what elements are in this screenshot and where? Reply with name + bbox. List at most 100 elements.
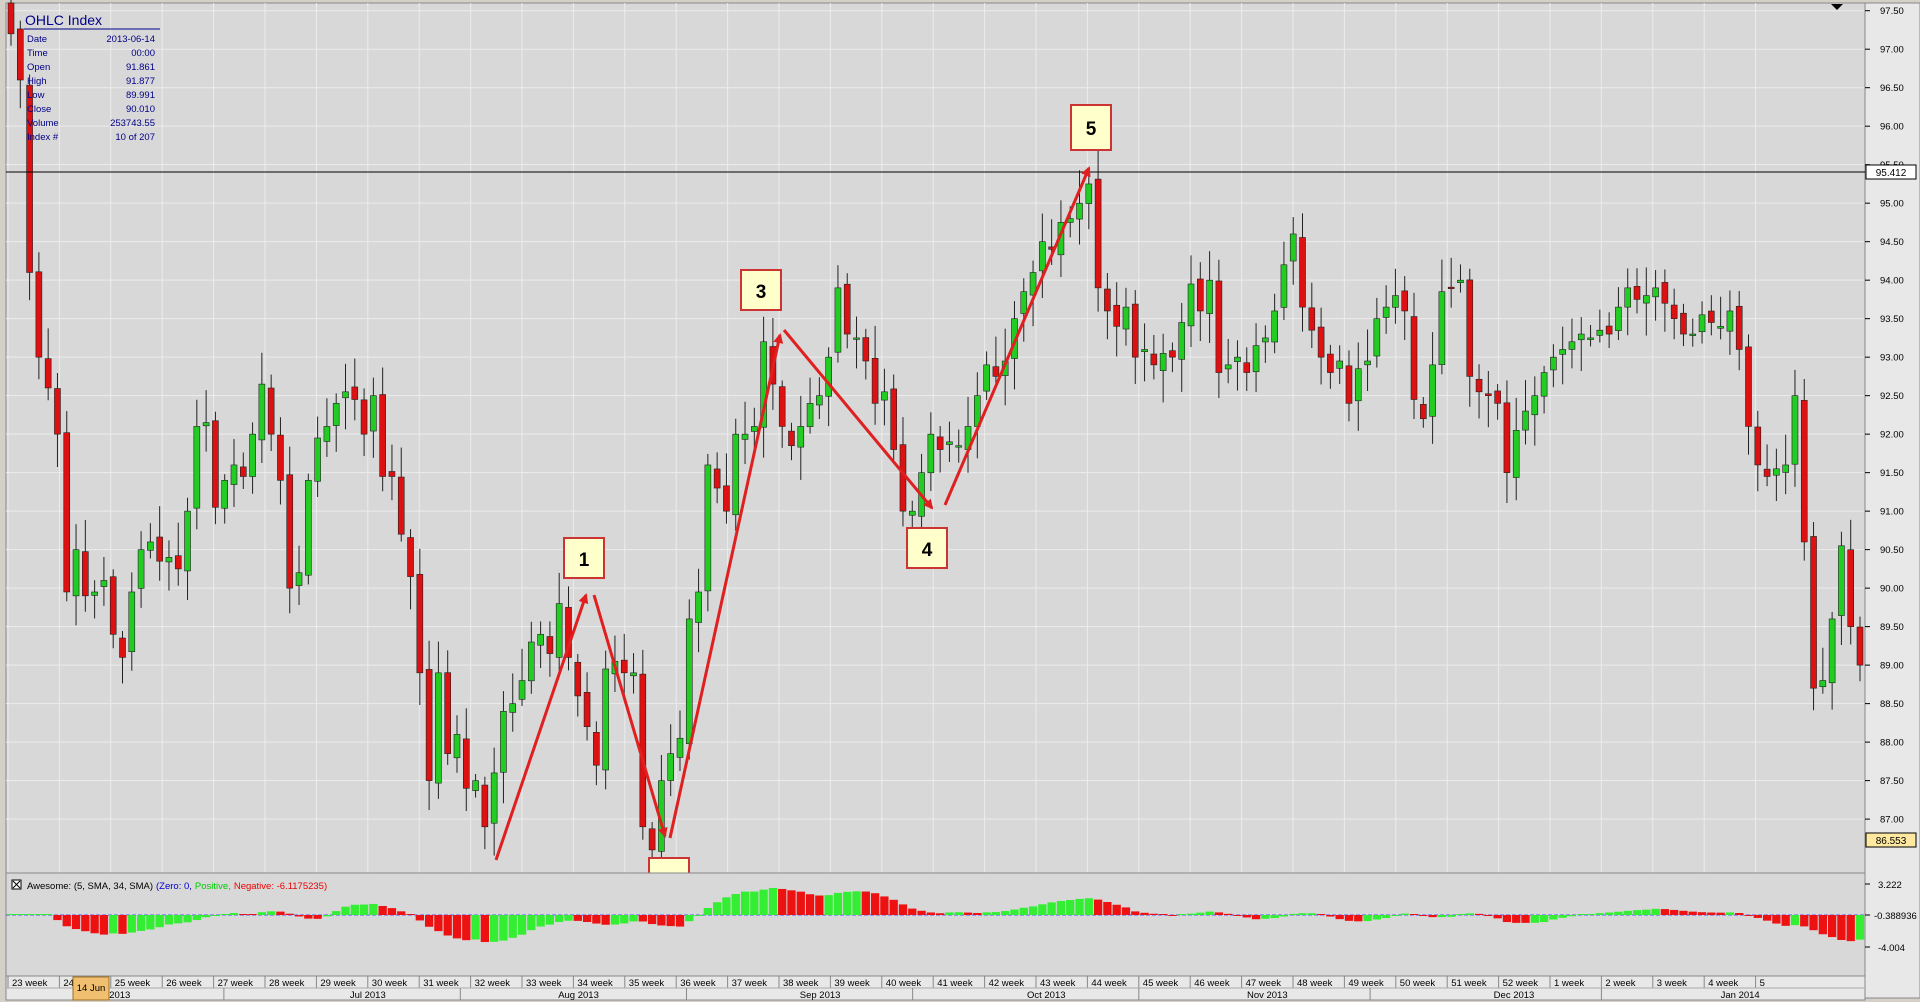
candle[interactable]: [1197, 262, 1204, 342]
candle[interactable]: [184, 497, 191, 600]
candle[interactable]: [1642, 267, 1650, 336]
candle[interactable]: [1587, 324, 1594, 347]
candle[interactable]: [1745, 334, 1752, 455]
candle[interactable]: [1206, 251, 1213, 343]
candle[interactable]: [1141, 323, 1148, 382]
candle[interactable]: [1336, 345, 1343, 385]
candle[interactable]: [1076, 170, 1083, 245]
candle[interactable]: [1392, 268, 1399, 324]
candle[interactable]: [1159, 333, 1167, 403]
candle[interactable]: [1856, 616, 1864, 682]
candle[interactable]: [109, 569, 117, 649]
candle[interactable]: [518, 648, 526, 706]
candle[interactable]: [760, 316, 767, 458]
candle[interactable]: [54, 373, 61, 468]
candle[interactable]: [1401, 276, 1409, 340]
candle[interactable]: [1262, 325, 1269, 363]
candle[interactable]: [416, 548, 424, 705]
candle[interactable]: [537, 621, 544, 668]
candle[interactable]: [425, 640, 433, 810]
candle[interactable]: [862, 328, 870, 380]
candle[interactable]: [35, 252, 43, 380]
candle[interactable]: [1726, 290, 1734, 355]
candle[interactable]: [1039, 213, 1046, 299]
candle[interactable]: [193, 399, 201, 530]
candle[interactable]: [1289, 217, 1297, 285]
candle[interactable]: [72, 524, 80, 626]
candle[interactable]: [1327, 344, 1334, 389]
candle[interactable]: [360, 388, 368, 457]
candle[interactable]: [444, 650, 451, 765]
candle[interactable]: [1345, 350, 1353, 422]
candle[interactable]: [26, 74, 33, 301]
candle[interactable]: [927, 412, 935, 491]
candle[interactable]: [881, 368, 888, 426]
candle[interactable]: [1559, 326, 1566, 385]
candle[interactable]: [1429, 332, 1436, 444]
candle[interactable]: [258, 352, 266, 463]
candle[interactable]: [1271, 293, 1278, 354]
candle[interactable]: [723, 453, 730, 524]
candle[interactable]: [202, 390, 210, 452]
candle[interactable]: [1224, 338, 1232, 384]
candle[interactable]: [1819, 647, 1827, 694]
candle[interactable]: [1178, 302, 1186, 392]
candle[interactable]: [955, 429, 963, 463]
candle[interactable]: [1457, 264, 1464, 293]
candle[interactable]: [1475, 364, 1483, 419]
candle[interactable]: [751, 407, 758, 452]
candle[interactable]: [1104, 273, 1111, 340]
candle[interactable]: [1131, 290, 1139, 384]
candle[interactable]: [1085, 174, 1093, 230]
candle[interactable]: [816, 377, 823, 420]
candle[interactable]: [1661, 269, 1669, 332]
candle[interactable]: [890, 374, 897, 462]
candle[interactable]: [462, 708, 470, 812]
candle[interactable]: [1503, 380, 1511, 504]
candle[interactable]: [407, 529, 414, 610]
candle[interactable]: [1633, 268, 1641, 314]
candle[interactable]: [1838, 531, 1845, 645]
candle[interactable]: [1466, 268, 1474, 407]
candle[interactable]: [1847, 519, 1855, 645]
candle[interactable]: [1754, 410, 1762, 492]
candle[interactable]: [119, 631, 126, 684]
candle[interactable]: [1122, 287, 1130, 346]
candle[interactable]: [546, 621, 554, 677]
candle[interactable]: [147, 523, 154, 559]
candle[interactable]: [44, 328, 52, 401]
candle[interactable]: [936, 426, 944, 473]
candle[interactable]: [370, 377, 377, 458]
candle[interactable]: [128, 572, 136, 671]
price-axis[interactable]: [1864, 2, 1920, 999]
candle[interactable]: [7, 0, 15, 46]
candle[interactable]: [593, 721, 600, 786]
candle[interactable]: [453, 715, 461, 773]
candle[interactable]: [574, 654, 582, 717]
candle[interactable]: [1308, 282, 1316, 349]
candle[interactable]: [797, 395, 805, 480]
candle[interactable]: [555, 572, 563, 675]
candle[interactable]: [1577, 317, 1585, 372]
candle[interactable]: [82, 519, 89, 612]
candle[interactable]: [137, 531, 145, 608]
candle[interactable]: [1169, 342, 1176, 373]
candle[interactable]: [1828, 611, 1836, 710]
candle[interactable]: [620, 633, 628, 701]
candle[interactable]: [481, 776, 489, 850]
candle[interactable]: [509, 673, 517, 732]
candle[interactable]: [1020, 278, 1028, 342]
candle[interactable]: [704, 453, 712, 612]
candle[interactable]: [397, 447, 405, 542]
candle[interactable]: [1717, 296, 1724, 340]
candle[interactable]: [1243, 347, 1251, 391]
candle[interactable]: [667, 724, 674, 797]
candle[interactable]: [1615, 287, 1622, 341]
candle[interactable]: [1234, 340, 1241, 391]
candle[interactable]: [435, 641, 442, 799]
candle[interactable]: [1420, 397, 1427, 428]
candle[interactable]: [388, 444, 396, 501]
candle[interactable]: [1512, 397, 1520, 501]
candle[interactable]: [472, 774, 479, 798]
candle[interactable]: [174, 522, 182, 586]
